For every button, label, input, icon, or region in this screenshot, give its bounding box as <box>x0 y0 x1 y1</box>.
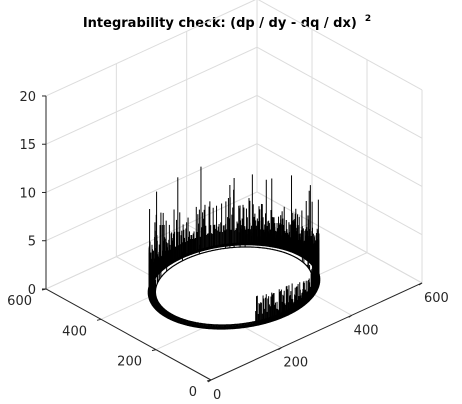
side-wall-gridline <box>256 143 423 236</box>
y-tick-label: 200 <box>117 355 142 370</box>
x-tick-mark <box>418 282 423 286</box>
back-wall-gridline <box>45 95 258 193</box>
x-tick-label: 0 <box>213 388 221 403</box>
side-wall-gridline <box>256 95 423 187</box>
side-wall-gridline <box>257 0 423 91</box>
side-wall-gridline <box>256 46 423 139</box>
z-tick-label: 15 <box>19 138 36 153</box>
back-wall-gridline <box>45 0 256 97</box>
back-wall-gridline <box>45 143 258 242</box>
x-tick-label: 400 <box>354 323 379 338</box>
data-surface <box>147 166 321 330</box>
y-tick-mark <box>151 349 157 352</box>
back-wall-gridline <box>45 46 258 145</box>
y-tick-mark <box>206 379 212 382</box>
chart-title-superscript: 2 <box>365 14 371 24</box>
chart-title-text: Integrability check: (dp / dy - dq / dx) <box>83 16 357 31</box>
y-tick-mark <box>96 318 102 321</box>
x-tick-label: 600 <box>424 291 449 306</box>
x-tick-mark <box>348 314 352 318</box>
y-axis-line <box>45 288 212 381</box>
x-tick-mark <box>278 347 282 351</box>
z-tick-label: 20 <box>19 90 36 105</box>
x-axis-line <box>210 282 423 381</box>
z-tick-label: 5 <box>28 235 36 250</box>
x-tick-label: 200 <box>283 356 308 371</box>
y-tick-label: 0 <box>189 385 197 400</box>
y-tick-label: 400 <box>62 324 87 339</box>
y-tick-label: 600 <box>7 294 32 309</box>
axes-lines <box>41 95 423 383</box>
chart-title: Integrability check: (dp / dy - dq / dx)… <box>83 12 371 31</box>
z-tick-label: 10 <box>19 186 36 201</box>
z-tick-label: 0 <box>28 283 36 298</box>
